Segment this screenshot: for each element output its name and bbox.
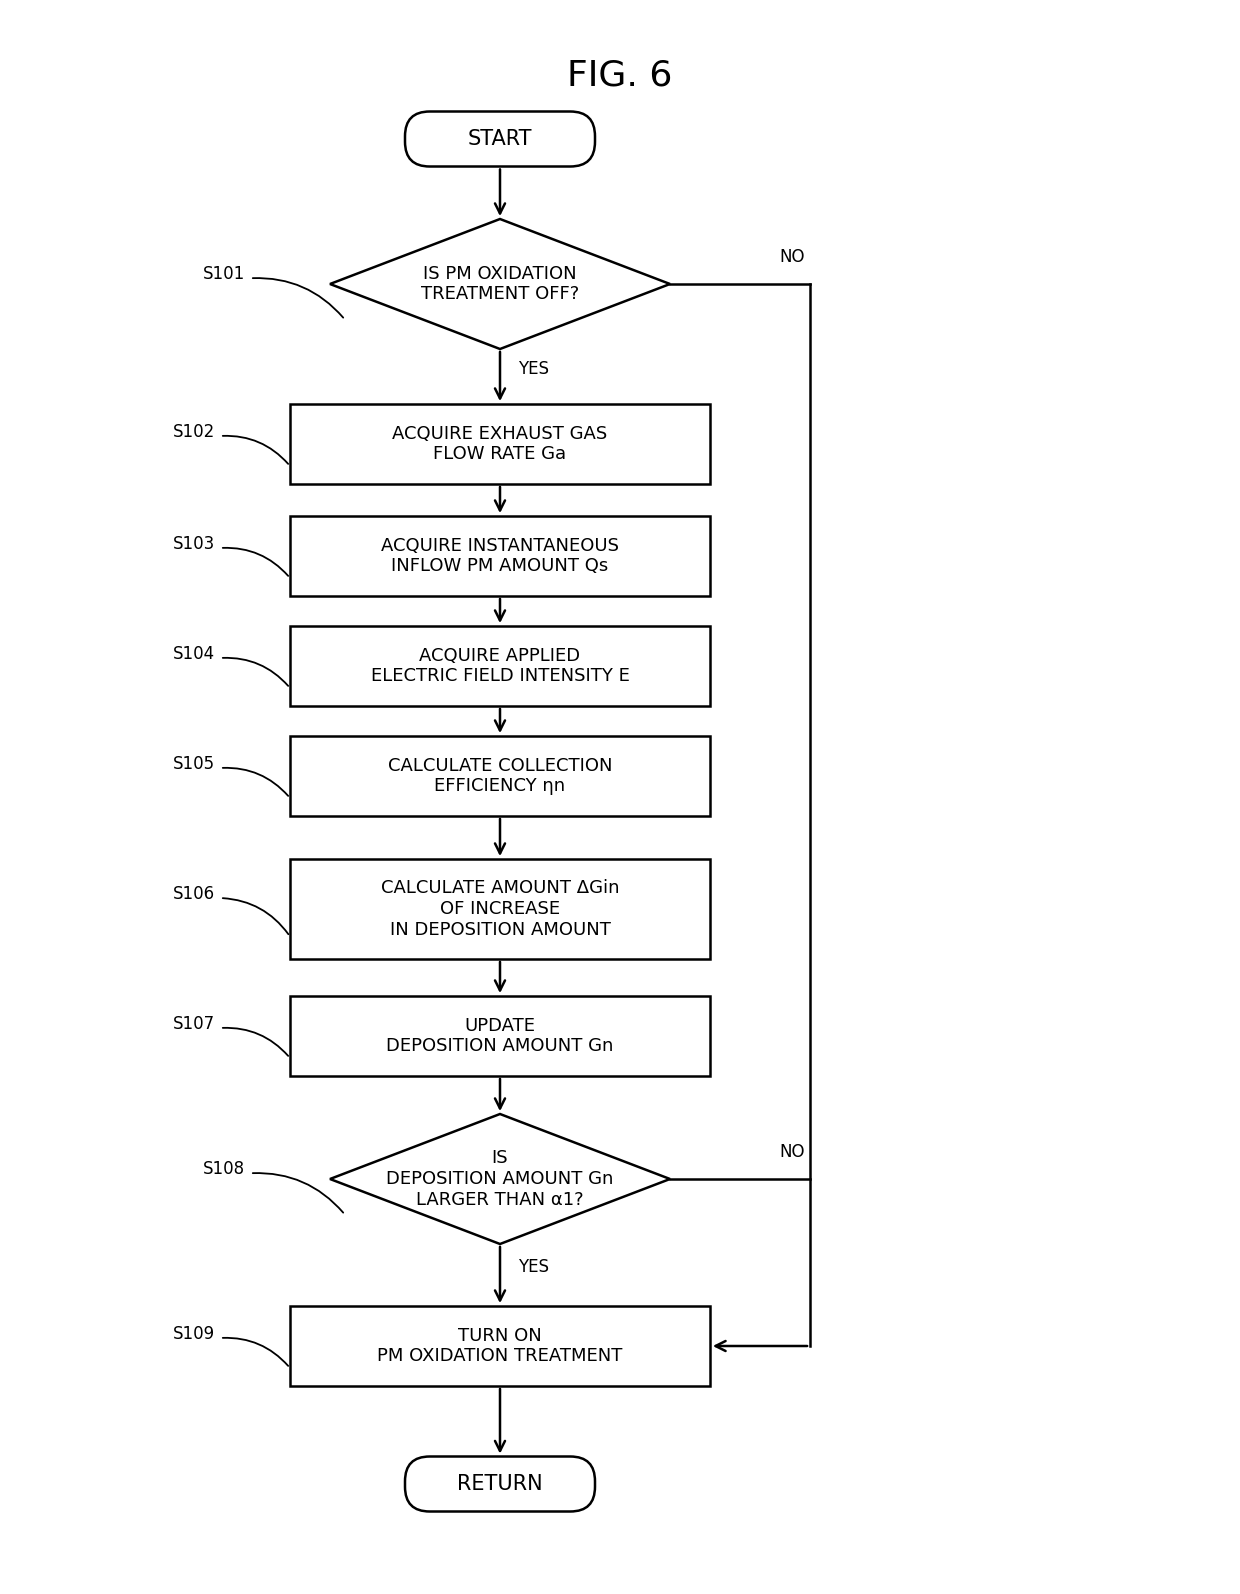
Text: S103: S103 [172, 536, 215, 553]
Bar [290, 1305, 711, 1387]
Text: CALCULATE COLLECTION
EFFICIENCY ηn: CALCULATE COLLECTION EFFICIENCY ηn [388, 757, 613, 795]
Bar [290, 516, 711, 596]
Bar [290, 859, 711, 960]
Text: S102: S102 [172, 422, 215, 442]
Text: NO: NO [780, 1143, 805, 1160]
Text: ACQUIRE APPLIED
ELECTRIC FIELD INTENSITY E: ACQUIRE APPLIED ELECTRIC FIELD INTENSITY… [371, 647, 630, 685]
Text: S105: S105 [172, 756, 215, 773]
Text: NO: NO [780, 249, 805, 266]
Text: S101: S101 [203, 265, 246, 284]
Bar [290, 996, 711, 1076]
Text: UPDATE
DEPOSITION AMOUNT Gn: UPDATE DEPOSITION AMOUNT Gn [387, 1017, 614, 1055]
Text: S107: S107 [172, 1015, 215, 1033]
Text: YES: YES [518, 1258, 549, 1277]
Text: ACQUIRE EXHAUST GAS
FLOW RATE Ga: ACQUIRE EXHAUST GAS FLOW RATE Ga [392, 424, 608, 464]
Text: CALCULATE AMOUNT ΔGin
OF INCREASE
IN DEPOSITION AMOUNT: CALCULATE AMOUNT ΔGin OF INCREASE IN DEP… [381, 880, 619, 939]
Text: S109: S109 [172, 1325, 215, 1344]
FancyBboxPatch shape [405, 1457, 595, 1511]
Text: ACQUIRE INSTANTANEOUS
INFLOW PM AMOUNT Qs: ACQUIRE INSTANTANEOUS INFLOW PM AMOUNT Q… [381, 537, 619, 575]
Bar [290, 736, 711, 816]
Polygon shape [330, 218, 670, 349]
Text: FIG. 6: FIG. 6 [568, 57, 672, 92]
Text: TURN ON
PM OXIDATION TREATMENT: TURN ON PM OXIDATION TREATMENT [377, 1326, 622, 1366]
Text: IS PM OXIDATION
TREATMENT OFF?: IS PM OXIDATION TREATMENT OFF? [420, 265, 579, 303]
Bar [290, 626, 711, 706]
Text: RETURN: RETURN [458, 1474, 543, 1494]
Text: S106: S106 [172, 885, 215, 902]
Text: START: START [467, 129, 532, 148]
Text: IS
DEPOSITION AMOUNT Gn
LARGER THAN α1?: IS DEPOSITION AMOUNT Gn LARGER THAN α1? [387, 1149, 614, 1208]
Text: S104: S104 [172, 646, 215, 663]
Polygon shape [330, 1114, 670, 1243]
Text: S108: S108 [203, 1160, 246, 1178]
FancyBboxPatch shape [405, 112, 595, 166]
Bar [290, 403, 711, 485]
Text: YES: YES [518, 360, 549, 378]
